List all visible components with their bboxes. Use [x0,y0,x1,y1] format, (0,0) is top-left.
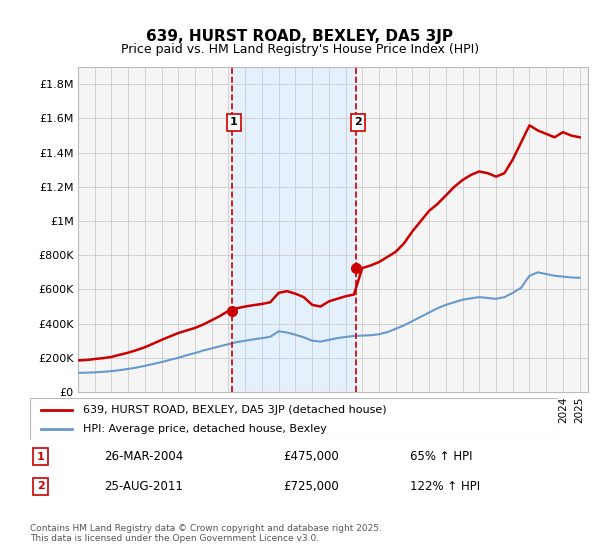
Text: 1: 1 [230,118,238,128]
Text: 65% ↑ HPI: 65% ↑ HPI [410,450,473,463]
Text: 2: 2 [354,118,362,128]
Text: 25-AUG-2011: 25-AUG-2011 [104,480,183,493]
Bar [232,67,356,392]
Text: 26-MAR-2004: 26-MAR-2004 [104,450,183,463]
Text: £475,000: £475,000 [283,450,339,463]
Text: 1: 1 [37,451,44,461]
Text: Price paid vs. HM Land Registry's House Price Index (HPI): Price paid vs. HM Land Registry's House … [121,43,479,56]
Text: 122% ↑ HPI: 122% ↑ HPI [410,480,480,493]
Text: 639, HURST ROAD, BEXLEY, DA5 3JP: 639, HURST ROAD, BEXLEY, DA5 3JP [146,29,454,44]
Text: 2: 2 [37,481,44,491]
Text: Contains HM Land Registry data © Crown copyright and database right 2025.
This d: Contains HM Land Registry data © Crown c… [30,524,382,543]
Text: £725,000: £725,000 [283,480,339,493]
FancyBboxPatch shape [30,398,558,440]
Text: 639, HURST ROAD, BEXLEY, DA5 3JP (detached house): 639, HURST ROAD, BEXLEY, DA5 3JP (detach… [83,405,386,415]
Text: HPI: Average price, detached house, Bexley: HPI: Average price, detached house, Bexl… [83,424,326,434]
